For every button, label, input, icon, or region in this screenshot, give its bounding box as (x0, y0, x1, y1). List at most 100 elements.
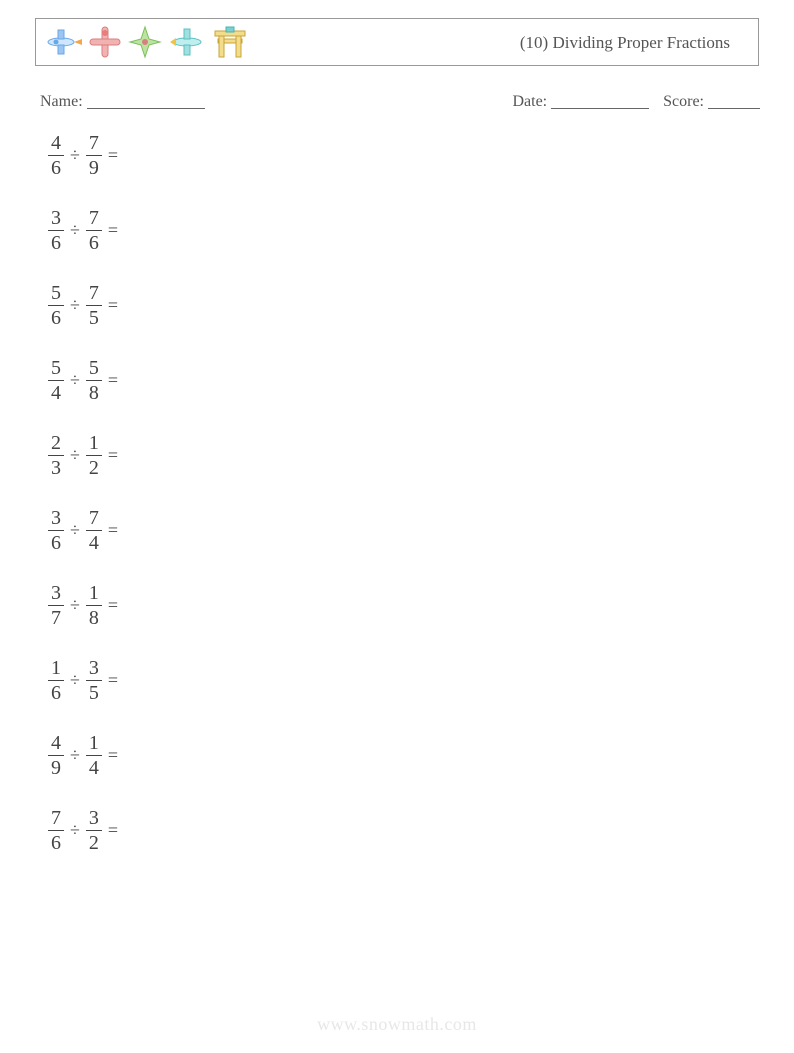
plane-pink-icon (88, 25, 122, 59)
plane-teal-icon (168, 25, 206, 59)
numerator: 7 (87, 507, 101, 529)
fraction-b: 32 (86, 807, 102, 854)
fraction-bar (48, 305, 64, 306)
fraction-bar (86, 305, 102, 306)
plane-green-icon (128, 25, 162, 59)
numerator: 1 (87, 582, 101, 604)
fraction-bar (86, 155, 102, 156)
header-box: (10) Dividing Proper Fractions (35, 18, 759, 66)
date-label: Date: (512, 93, 547, 110)
numerator: 1 (49, 657, 63, 679)
numerator: 1 (87, 732, 101, 754)
worksheet-page: (10) Dividing Proper Fractions Name: Dat… (0, 0, 794, 1053)
problem-row: 23÷12= (48, 432, 124, 479)
denominator: 2 (87, 457, 101, 479)
score-blank[interactable] (708, 93, 760, 109)
fraction-a: 23 (48, 432, 64, 479)
fraction-a: 36 (48, 207, 64, 254)
denominator: 9 (49, 757, 63, 779)
fraction-a: 37 (48, 582, 64, 629)
numerator: 7 (87, 282, 101, 304)
operator: ÷ (70, 370, 80, 391)
header-icons (44, 25, 248, 59)
fraction-bar (86, 530, 102, 531)
operator: ÷ (70, 595, 80, 616)
numerator: 5 (87, 357, 101, 379)
denominator: 4 (87, 757, 101, 779)
fraction-b: 75 (86, 282, 102, 329)
equals-sign: = (108, 445, 118, 466)
name-field-group: Name: (40, 90, 205, 111)
numerator: 4 (49, 732, 63, 754)
operator: ÷ (70, 820, 80, 841)
equals-sign: = (108, 370, 118, 391)
fraction-b: 79 (86, 132, 102, 179)
watermark: www.snowmath.com (317, 1014, 477, 1035)
denominator: 2 (87, 832, 101, 854)
fraction-a: 49 (48, 732, 64, 779)
fraction-a: 16 (48, 657, 64, 704)
fraction-bar (48, 830, 64, 831)
numerator: 3 (49, 582, 63, 604)
numerator: 4 (49, 132, 63, 154)
denominator: 5 (87, 682, 101, 704)
denominator: 9 (87, 157, 101, 179)
meta-row: Name: Date: Score: (40, 90, 760, 111)
fraction-bar (48, 380, 64, 381)
equals-sign: = (108, 145, 118, 166)
date-field-group: Date: (512, 90, 649, 111)
numerator: 1 (87, 432, 101, 454)
denominator: 8 (87, 382, 101, 404)
equals-sign: = (108, 820, 118, 841)
fraction-b: 74 (86, 507, 102, 554)
date-blank[interactable] (551, 93, 649, 109)
plane-right-icon (44, 25, 82, 59)
fraction-bar (86, 230, 102, 231)
problem-row: 56÷75= (48, 282, 124, 329)
equals-sign: = (108, 295, 118, 316)
denominator: 6 (49, 232, 63, 254)
operator: ÷ (70, 295, 80, 316)
name-label: Name: (40, 93, 83, 110)
denominator: 7 (49, 607, 63, 629)
numerator: 3 (87, 807, 101, 829)
fraction-b: 12 (86, 432, 102, 479)
problem-row: 16÷35= (48, 657, 124, 704)
problem-row: 54÷58= (48, 357, 124, 404)
fraction-b: 58 (86, 357, 102, 404)
fraction-a: 56 (48, 282, 64, 329)
fraction-bar (48, 530, 64, 531)
fraction-b: 35 (86, 657, 102, 704)
fraction-b: 14 (86, 732, 102, 779)
fraction-bar (86, 455, 102, 456)
operator: ÷ (70, 670, 80, 691)
denominator: 3 (49, 457, 63, 479)
problems-list: 46÷79=36÷76=56÷75=54÷58=23÷12=36÷74=37÷1… (48, 132, 124, 854)
denominator: 6 (49, 682, 63, 704)
fraction-a: 36 (48, 507, 64, 554)
numerator: 3 (87, 657, 101, 679)
denominator: 4 (87, 532, 101, 554)
equals-sign: = (108, 520, 118, 541)
problem-row: 36÷74= (48, 507, 124, 554)
score-field-group: Score: (663, 90, 760, 111)
equals-sign: = (108, 745, 118, 766)
numerator: 5 (49, 282, 63, 304)
fraction-bar (86, 605, 102, 606)
name-blank[interactable] (87, 93, 205, 109)
equals-sign: = (108, 220, 118, 241)
problem-row: 46÷79= (48, 132, 124, 179)
numerator: 3 (49, 207, 63, 229)
problem-row: 76÷32= (48, 807, 124, 854)
numerator: 3 (49, 507, 63, 529)
numerator: 5 (49, 357, 63, 379)
problem-row: 49÷14= (48, 732, 124, 779)
equals-sign: = (108, 670, 118, 691)
operator: ÷ (70, 445, 80, 466)
numerator: 2 (49, 432, 63, 454)
fraction-a: 76 (48, 807, 64, 854)
denominator: 8 (87, 607, 101, 629)
fraction-a: 54 (48, 357, 64, 404)
fraction-bar (48, 680, 64, 681)
fraction-b: 76 (86, 207, 102, 254)
